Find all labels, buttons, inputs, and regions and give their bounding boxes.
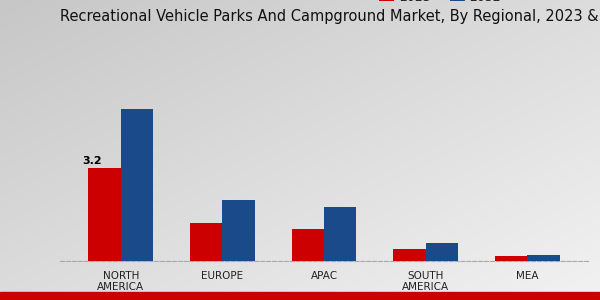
Bar xyxy=(0,292,600,300)
Bar xyxy=(190,223,223,261)
Bar xyxy=(393,249,425,261)
Legend: 2023, 2032: 2023, 2032 xyxy=(374,0,506,9)
Bar xyxy=(324,207,356,261)
Bar xyxy=(223,200,255,261)
Bar xyxy=(527,255,560,261)
Bar xyxy=(494,256,527,261)
Bar xyxy=(88,168,121,261)
Bar xyxy=(425,243,458,261)
Text: 3.2: 3.2 xyxy=(82,156,102,166)
Text: Recreational Vehicle Parks And Campground Market, By Regional, 2023 & 203: Recreational Vehicle Parks And Campgroun… xyxy=(60,9,600,24)
Bar xyxy=(292,229,324,261)
Bar xyxy=(121,110,154,261)
